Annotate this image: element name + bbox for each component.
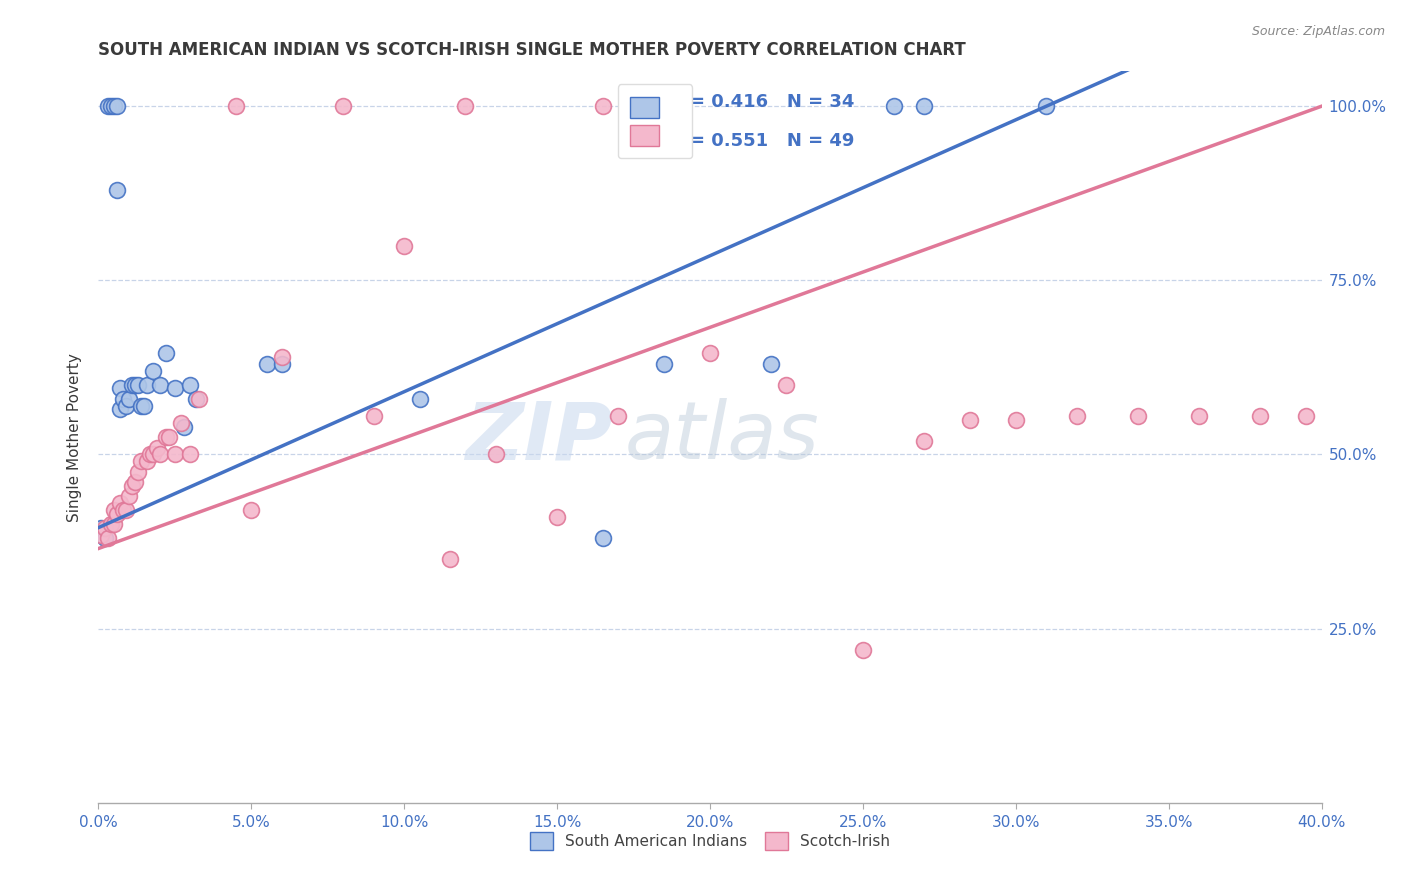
Point [959, 412, 981, 426]
Point [108, 402, 131, 417]
Point [129, 399, 152, 413]
Point [90, 521, 112, 535]
Point [912, 99, 935, 113]
Point [256, 357, 278, 371]
Point [173, 419, 195, 434]
Point [145, 441, 167, 455]
Point [103, 517, 125, 532]
Point [1188, 409, 1211, 424]
Point [108, 496, 131, 510]
Point [912, 434, 935, 448]
Point [485, 448, 508, 462]
Point [97, 99, 120, 113]
Point [592, 531, 614, 545]
Point [100, 99, 122, 113]
Point [1128, 409, 1150, 424]
Point [546, 510, 568, 524]
Point [363, 409, 385, 424]
Point [134, 399, 156, 413]
Point [103, 99, 125, 113]
Point [186, 392, 208, 406]
Point [1035, 99, 1057, 113]
Point [93, 531, 115, 545]
Point [127, 377, 149, 392]
Text: SOUTH AMERICAN INDIAN VS SCOTCH-IRISH SINGLE MOTHER POVERTY CORRELATION CHART: SOUTH AMERICAN INDIAN VS SCOTCH-IRISH SI… [98, 41, 966, 59]
Point [108, 381, 131, 395]
Point [111, 392, 134, 406]
Point [170, 416, 193, 430]
Point [149, 377, 172, 392]
Point [270, 350, 292, 364]
Legend: South American Indians, Scotch-Irish: South American Indians, Scotch-Irish [522, 824, 898, 857]
Point [163, 448, 186, 462]
Point [759, 357, 782, 371]
Point [103, 503, 125, 517]
Point [652, 357, 675, 371]
Point [179, 448, 201, 462]
Point [179, 377, 201, 392]
Point [90, 527, 112, 541]
Point [1249, 409, 1271, 424]
Point [454, 99, 477, 113]
Point [155, 346, 177, 360]
Point [115, 503, 138, 517]
Point [105, 99, 128, 113]
Point [270, 357, 292, 371]
Point [136, 454, 159, 468]
Point [139, 448, 162, 462]
Point [105, 183, 128, 197]
Point [142, 448, 165, 462]
Point [155, 430, 177, 444]
Point [118, 392, 141, 406]
Point [240, 503, 263, 517]
Point [115, 399, 138, 413]
Point [408, 392, 430, 406]
Point [332, 99, 354, 113]
Point [142, 364, 165, 378]
Text: Source: ZipAtlas.com: Source: ZipAtlas.com [1251, 25, 1385, 38]
Point [699, 346, 721, 360]
Point [97, 531, 120, 545]
Text: ZIP: ZIP [465, 398, 612, 476]
Point [1066, 409, 1088, 424]
Point [121, 479, 143, 493]
Point [592, 99, 614, 113]
Point [883, 99, 905, 113]
Point [439, 552, 461, 566]
Point [225, 99, 247, 113]
Point [124, 475, 146, 490]
Point [157, 430, 180, 444]
Point [127, 465, 149, 479]
Point [129, 454, 152, 468]
Point [392, 238, 416, 252]
Point [105, 507, 128, 521]
Point [118, 489, 141, 503]
Point [111, 503, 134, 517]
Point [149, 448, 172, 462]
Point [775, 377, 797, 392]
Point [121, 377, 143, 392]
Text: atlas: atlas [624, 398, 820, 476]
Point [124, 377, 146, 392]
Point [1295, 409, 1317, 424]
Point [852, 642, 875, 657]
Point [136, 377, 159, 392]
Y-axis label: Single Mother Poverty: Single Mother Poverty [67, 352, 83, 522]
Point [188, 392, 211, 406]
Point [93, 521, 115, 535]
Point [163, 381, 186, 395]
Text: R = 0.551   N = 49: R = 0.551 N = 49 [669, 132, 853, 150]
Point [1004, 412, 1026, 426]
Point [607, 409, 630, 424]
Point [100, 517, 122, 532]
Text: R = 0.416   N = 34: R = 0.416 N = 34 [669, 93, 853, 112]
